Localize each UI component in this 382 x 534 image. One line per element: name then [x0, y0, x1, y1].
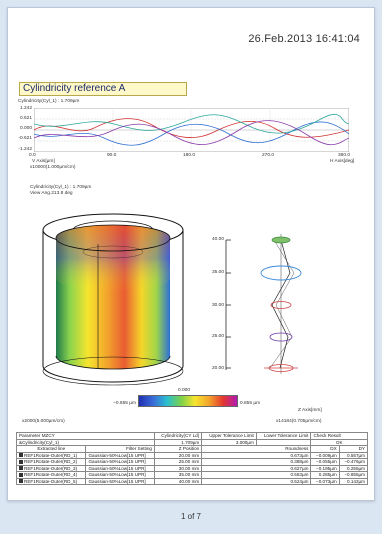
table-cell: Gaussian-50%Low[15 UPR]: [85, 477, 155, 485]
table-cell: −0.055µm: [310, 458, 340, 466]
profile-trace-teal: [34, 114, 349, 134]
table-header-row: Parameter MZCY Cylindricity(CY Ld) Upper…: [16, 432, 368, 440]
h-axis-label: H Axis[deg]: [330, 159, 355, 164]
report-page: 26.Feb.2013 16:41:04 Cylindricity refere…: [7, 7, 375, 501]
z-ring-25mm: [269, 332, 293, 342]
table-cell: −0.855µm: [338, 471, 369, 479]
x-tick: 270.0: [262, 153, 275, 158]
z-ring-35mm: [260, 265, 302, 281]
y-tick: 0.000: [19, 126, 32, 131]
color-scale-max: 0.855 µm: [240, 401, 261, 406]
cylinder-scale: x2000(5.000µm/cm): [22, 419, 65, 424]
y-tick: 0.621: [19, 116, 32, 121]
z-ring-30mm: [270, 301, 292, 309]
z-axis-roundness-plot: [225, 234, 302, 374]
z-ring-40mm: [271, 236, 291, 244]
table-cell: Gaussian-50%Low[15 UPR]: [85, 471, 155, 479]
table-detail-header-row: Extracted line Filter Setting Z Position…: [15, 445, 369, 453]
table-cell: −0.073µm: [310, 477, 340, 485]
table-cell: −0.195µm: [310, 464, 340, 472]
table-cell: 0.142µm: [338, 477, 369, 485]
profile-trace-violet: [34, 120, 349, 146]
color-scale-mid: 0.000: [178, 388, 191, 393]
table-cell: Gaussian-50%Low[15 UPR]: [85, 451, 155, 459]
checkbox-icon[interactable]: [19, 479, 23, 484]
table-header: Lower Tolerance Limit: [255, 432, 312, 440]
z-tick: 30.00: [211, 303, 224, 308]
report-title: Cylindricity reference A: [19, 82, 187, 96]
x-tick: 0.0: [29, 153, 36, 158]
table-cell: REF1Rotate-Outer(RD_5): [24, 478, 78, 484]
y-tick: 1.242: [19, 106, 32, 111]
table-cell: 40.00 mm: [153, 477, 203, 485]
v-axis-label: V Axis[µm]: [32, 159, 55, 164]
checkbox-icon[interactable]: [19, 466, 23, 471]
checkbox-icon[interactable]: [19, 472, 23, 477]
color-scale-min: −0.855 µm: [113, 401, 136, 406]
table-header: Cylindricity(CY Ld): [153, 432, 203, 440]
z-tick: 35.00: [211, 270, 224, 275]
y-tick: -1.242: [18, 147, 32, 152]
table-cell: Gaussian-50%Low[15 UPR]: [85, 458, 155, 466]
y-tick: -0.621: [18, 136, 32, 141]
table-row[interactable]: REF1Rotate-Outer(RD_5) Gaussian-50%Low[1…: [15, 477, 369, 485]
table-cell: 0.524µm: [201, 477, 312, 485]
z-tick: 20.00: [211, 366, 224, 371]
table-cell: Gaussian-50%Low[15 UPR]: [85, 464, 155, 472]
checkbox-icon[interactable]: [19, 459, 23, 464]
table-cell: REF1Rotate-Outer(RD_3): [24, 465, 78, 471]
table-cell: −0.476µm: [338, 458, 369, 466]
table-cell: REF1Rotate-Outer(RD_1): [24, 452, 78, 458]
color-scale-bar: [138, 395, 238, 407]
cylinder-3d-view: [42, 213, 184, 386]
z-tick: 40.00: [211, 237, 224, 242]
report-date: 26.Feb.2013 16:41:04: [248, 33, 360, 45]
z-axis-label: Z Axis[mm]: [298, 408, 322, 413]
profile-trace-red: [34, 118, 349, 138]
profile-plot: [34, 108, 349, 152]
table-cell: −0.009µm: [310, 451, 340, 459]
page-indicator: 1 of 7: [180, 512, 201, 521]
checkbox-icon[interactable]: [19, 453, 23, 458]
profile-plot-label: Cylindricity(Cyl_1) : 1.709µm: [18, 99, 80, 104]
z-scale: x14184(0.705µm/cm): [276, 419, 322, 424]
x-tick: 90.0: [107, 153, 117, 158]
cylinder-view-angle: View Ang.213.8 deg: [30, 191, 73, 196]
x-tick: 180.0: [183, 153, 196, 158]
v-scale: x10000(1.000µm/cm): [30, 165, 76, 170]
cylinder-label: Cylindricity(Cyl_1) : 1.709µm: [30, 185, 92, 190]
z-tick: 25.00: [211, 334, 224, 339]
table-header: Upper Tolerance Limit: [201, 432, 257, 440]
table-cell: REF1Rotate-Outer(RD_4): [24, 472, 78, 477]
x-tick: 360.0: [338, 153, 351, 158]
table-cell: REF1Rotate-Outer(RD_2): [24, 459, 78, 464]
results-table: Parameter MZCY Cylindricity(CY Ld) Upper…: [15, 432, 369, 485]
